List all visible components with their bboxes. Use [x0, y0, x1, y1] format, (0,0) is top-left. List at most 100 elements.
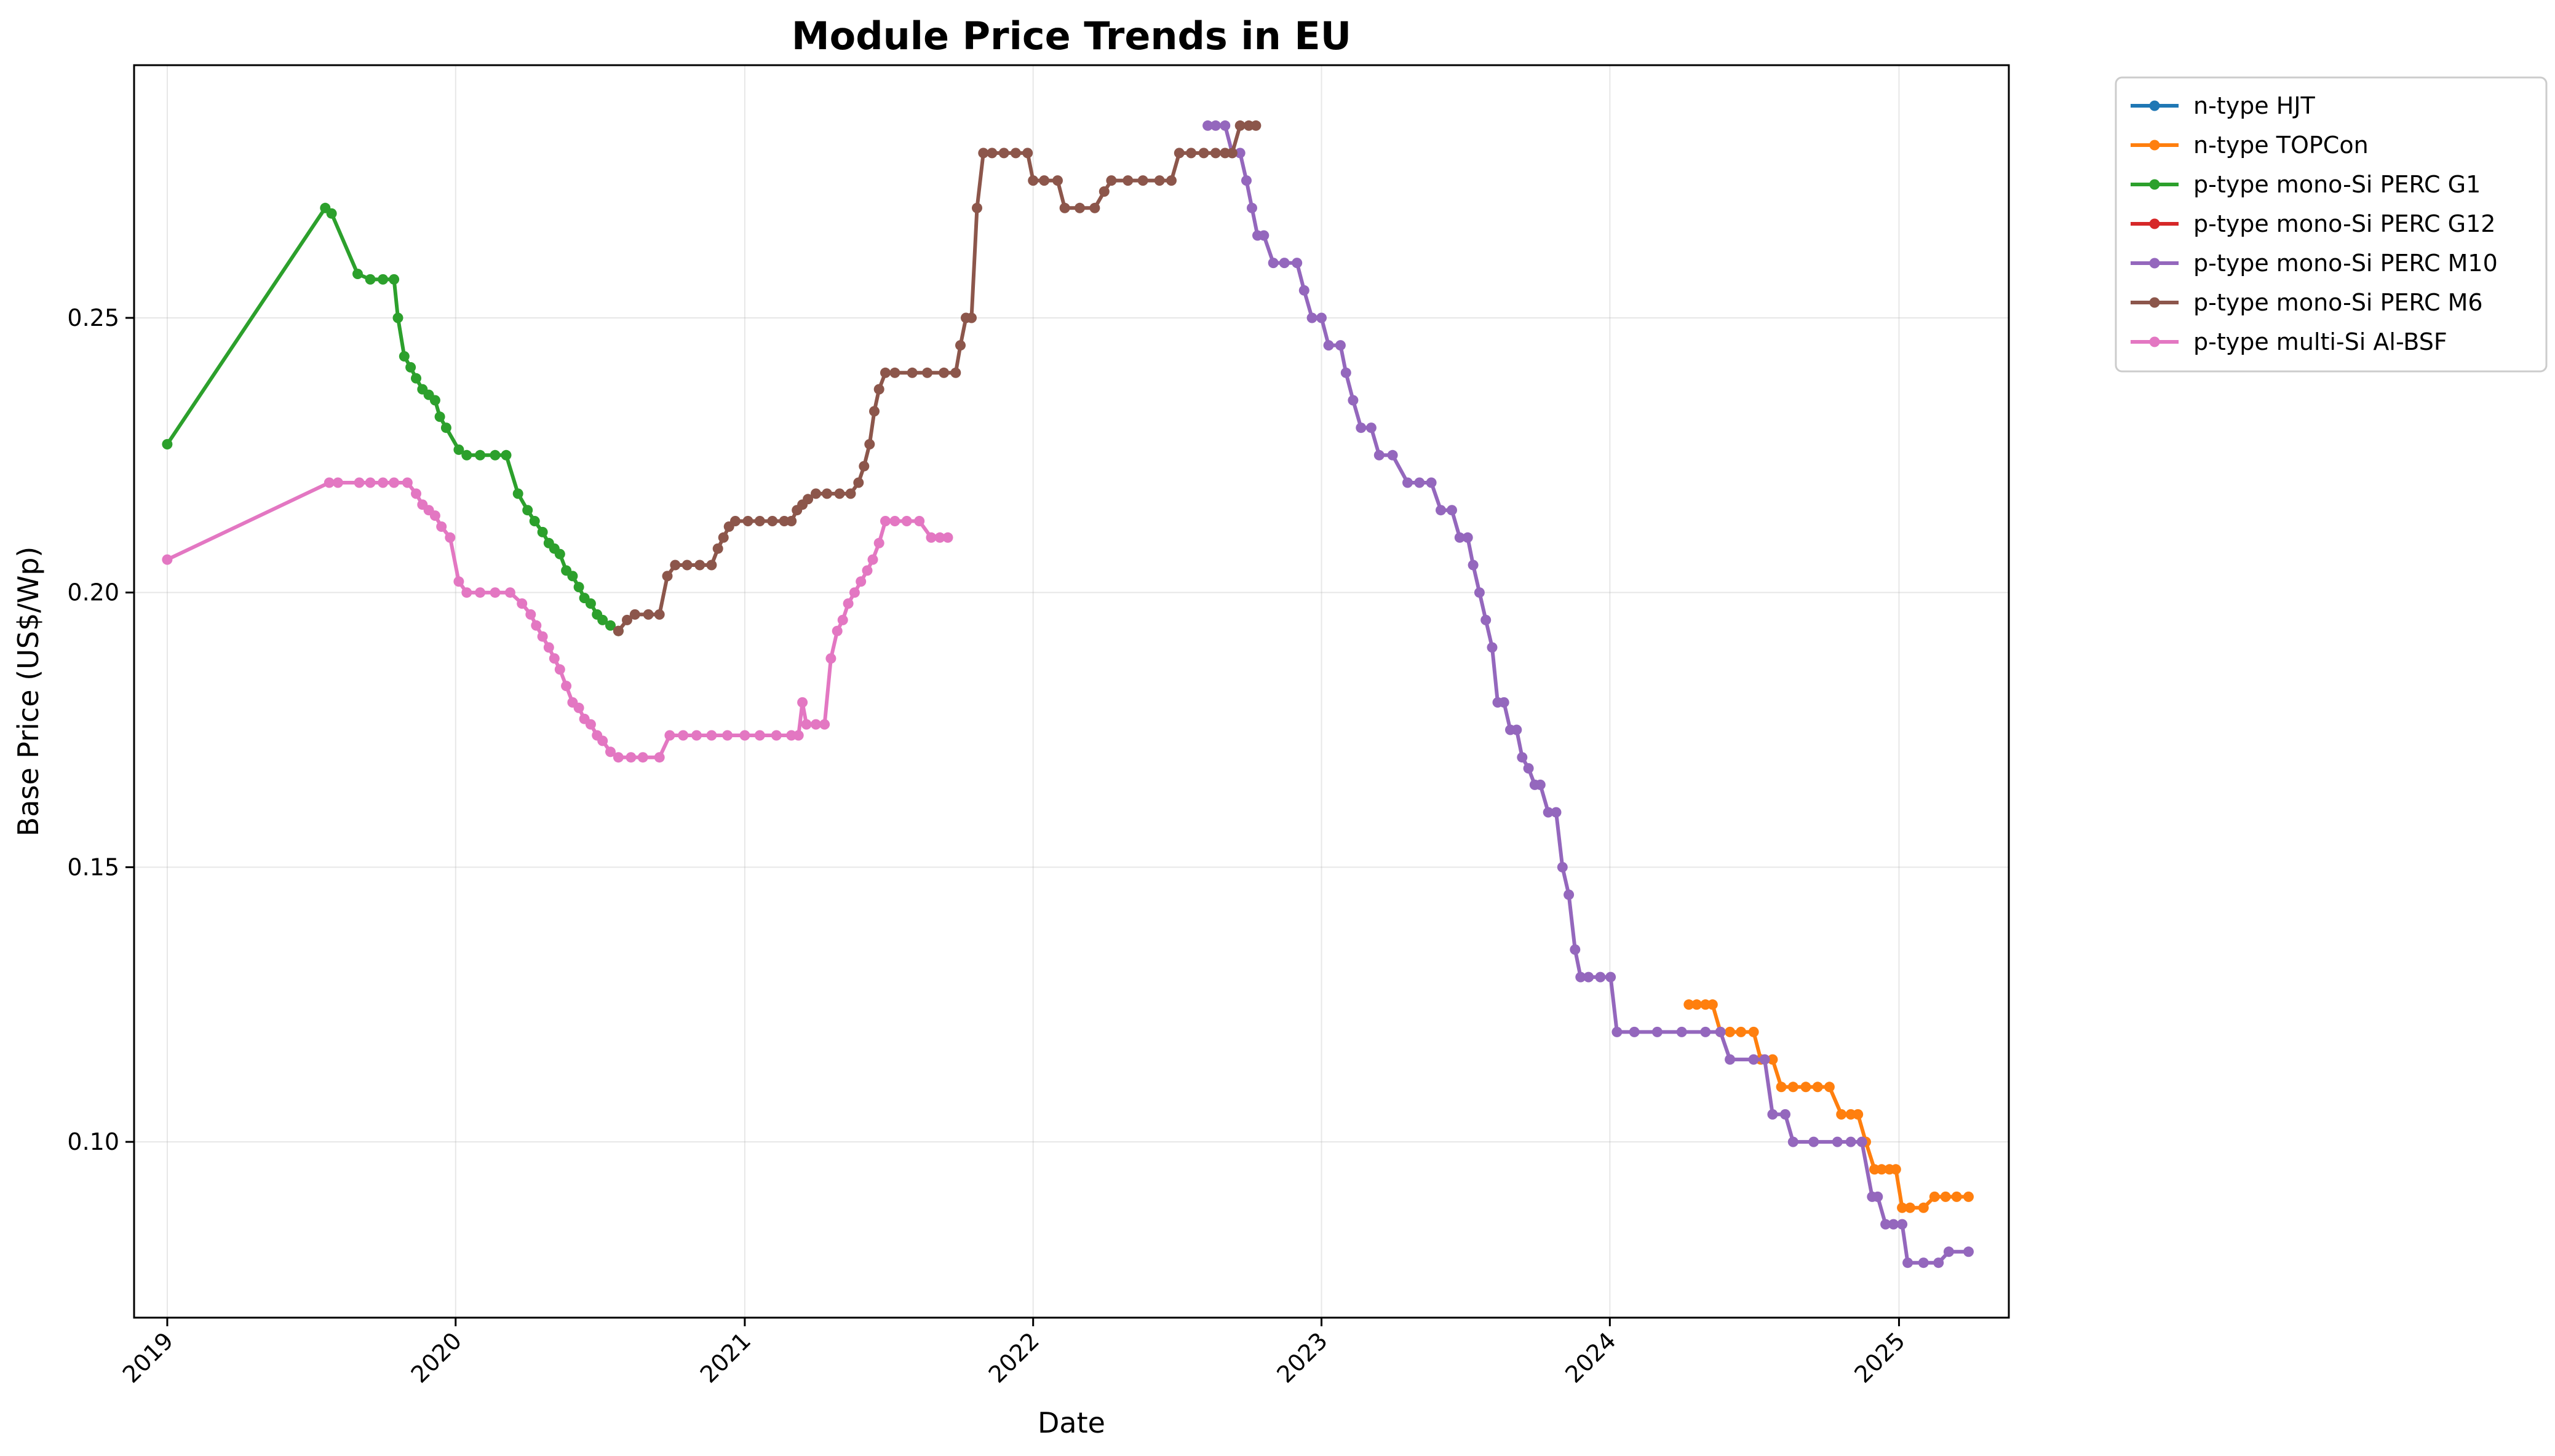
data-point — [654, 609, 665, 620]
data-point — [332, 477, 343, 488]
data-point — [1210, 120, 1221, 131]
data-point — [365, 274, 376, 285]
data-point — [845, 488, 856, 499]
data-point — [1454, 532, 1465, 543]
data-point — [1963, 1246, 1974, 1257]
data-point — [537, 526, 548, 537]
data-point — [1348, 395, 1359, 406]
data-point — [517, 598, 528, 609]
data-point — [1836, 1109, 1847, 1120]
data-point — [754, 730, 765, 741]
data-point — [664, 730, 675, 741]
y-tick-label: 0.15 — [67, 853, 119, 880]
data-point — [1210, 148, 1221, 159]
data-point — [1812, 1082, 1823, 1093]
data-point — [531, 620, 542, 631]
data-point — [873, 384, 884, 395]
data-point — [939, 367, 950, 378]
data-point — [1808, 1136, 1819, 1147]
data-point — [987, 148, 998, 159]
data-point — [1174, 148, 1185, 159]
series-6 — [162, 477, 953, 763]
data-point — [1780, 1109, 1790, 1120]
data-point — [914, 516, 925, 526]
data-point — [392, 312, 403, 323]
data-point — [389, 274, 400, 285]
data-point — [453, 444, 464, 455]
data-point — [1787, 1082, 1798, 1093]
data-point — [411, 373, 421, 384]
data-point — [1234, 120, 1246, 131]
data-point — [354, 477, 365, 488]
data-point — [767, 516, 778, 526]
data-point — [998, 148, 1009, 159]
data-point — [389, 477, 400, 488]
data-point — [1498, 697, 1509, 708]
data-point — [554, 548, 565, 560]
data-point — [1474, 587, 1485, 598]
legend-swatch-marker — [2149, 140, 2160, 151]
data-point — [585, 719, 596, 730]
y-axis-label: Base Price (US$/Wp) — [12, 547, 45, 837]
data-point — [1426, 477, 1437, 488]
data-point — [1824, 1082, 1835, 1093]
data-point — [771, 730, 782, 741]
legend-item: n-type HJT — [2131, 92, 2316, 119]
data-point — [889, 367, 900, 378]
data-point — [1897, 1202, 1908, 1213]
data-point — [853, 477, 864, 488]
legend-label: p-type multi-Si Al-BSF — [2193, 328, 2447, 355]
data-point — [901, 516, 912, 526]
data-point — [822, 488, 832, 499]
data-point — [622, 614, 632, 625]
data-point — [1715, 1026, 1726, 1037]
data-point — [512, 488, 523, 499]
data-point — [475, 587, 486, 598]
data-point — [1564, 889, 1575, 900]
legend-swatch-marker — [2149, 100, 2160, 111]
data-point — [1075, 202, 1085, 213]
data-point — [803, 494, 814, 505]
data-point — [561, 681, 572, 692]
data-point — [1279, 258, 1290, 269]
data-point — [162, 439, 173, 449]
data-point — [637, 752, 648, 763]
data-point — [718, 532, 729, 543]
data-point — [453, 576, 464, 587]
data-point — [1186, 148, 1197, 159]
y-tick-label: 0.10 — [67, 1128, 119, 1155]
data-point — [1356, 422, 1367, 433]
legend-item: n-type TOPCon — [2131, 132, 2369, 159]
legend-swatch-marker — [2149, 297, 2160, 308]
data-point — [501, 449, 512, 461]
data-point — [1776, 1082, 1787, 1093]
data-point — [849, 587, 860, 598]
data-point — [1940, 1191, 1951, 1202]
data-point — [1511, 724, 1522, 735]
data-point — [811, 719, 821, 730]
legend-label: p-type mono-Si PERC M6 — [2193, 289, 2483, 316]
data-point — [811, 488, 821, 499]
data-point — [1759, 1054, 1770, 1065]
data-point — [1387, 449, 1398, 461]
data-point — [1736, 1026, 1747, 1037]
data-point — [378, 274, 389, 285]
data-point — [1943, 1246, 1954, 1257]
data-point — [1683, 999, 1695, 1010]
data-point — [1853, 1109, 1864, 1120]
data-point — [1099, 186, 1110, 197]
chart-title: Module Price Trends in EU — [792, 14, 1351, 58]
data-point — [739, 730, 750, 741]
data-point — [797, 697, 808, 708]
data-point — [162, 554, 173, 565]
data-point — [722, 730, 733, 741]
data-point — [1365, 422, 1377, 433]
data-point — [1487, 642, 1498, 653]
data-point — [907, 367, 918, 378]
data-point — [1268, 258, 1279, 269]
data-point — [1748, 1026, 1759, 1037]
data-point — [1059, 202, 1070, 213]
data-point — [1700, 1026, 1711, 1037]
data-point — [1340, 367, 1351, 378]
